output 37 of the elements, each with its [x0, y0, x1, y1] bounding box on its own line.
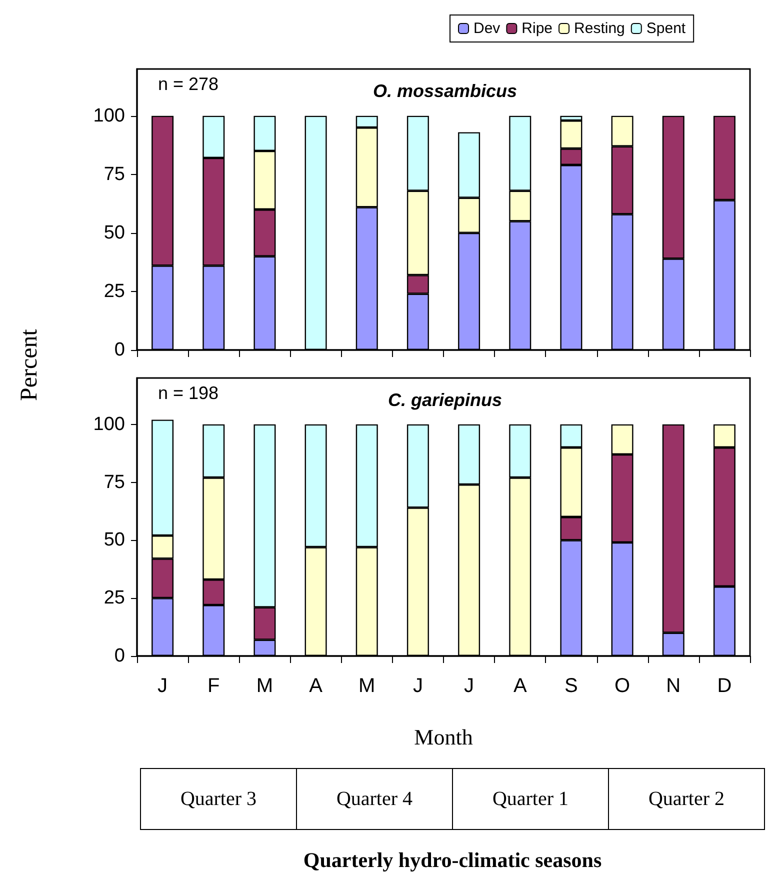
y-tick-label: 0: [114, 340, 125, 360]
x-tick-label: M: [256, 675, 274, 697]
legend-label: Ripe: [522, 20, 553, 37]
legend-label: Resting: [574, 20, 625, 37]
x-tick-label: J: [412, 675, 423, 697]
y-tick-label: 75: [104, 472, 125, 493]
x-tick-label: J: [464, 675, 474, 697]
x-tick-label: J: [158, 675, 168, 697]
y-tick-label: 100: [93, 105, 125, 126]
legend-label: Dev: [474, 20, 501, 37]
x-tick-label: A: [513, 675, 528, 697]
annotation: n = 278: [158, 74, 219, 94]
text: O. mossambicus: [372, 81, 518, 101]
y-tick-label: 50: [104, 530, 125, 551]
x-tick-label: S: [564, 675, 578, 697]
y-tick-label: 100: [93, 414, 125, 435]
x-tick-label: O: [614, 675, 630, 697]
text: C. gariepinus: [388, 390, 502, 410]
text: Quarter 3: [179, 786, 258, 812]
y-tick-label: 25: [104, 280, 125, 302]
x-tick-label: D: [717, 675, 732, 697]
x-tick-label: F: [208, 675, 220, 697]
y-tick-label: 50: [104, 222, 125, 244]
x-tick-label: N: [666, 675, 681, 697]
annotation: n = 198: [158, 383, 219, 403]
x-tick-label: M: [358, 675, 376, 697]
text: Quarter 1: [452, 769, 608, 829]
y-axis-title: Percent: [16, 329, 44, 401]
y-tick-label: 0: [114, 646, 125, 666]
text: Quarterly hydro-climatic seasons: [302, 848, 603, 873]
x-axis-title: Month: [414, 724, 473, 750]
legend-label: Spent: [646, 20, 686, 37]
y-tick-label: 25: [104, 588, 125, 609]
text: Quarter 2: [608, 769, 764, 829]
text: Quarter 4: [296, 769, 452, 829]
x-tick-label: A: [309, 675, 324, 697]
y-tick-label: 75: [104, 164, 125, 185]
